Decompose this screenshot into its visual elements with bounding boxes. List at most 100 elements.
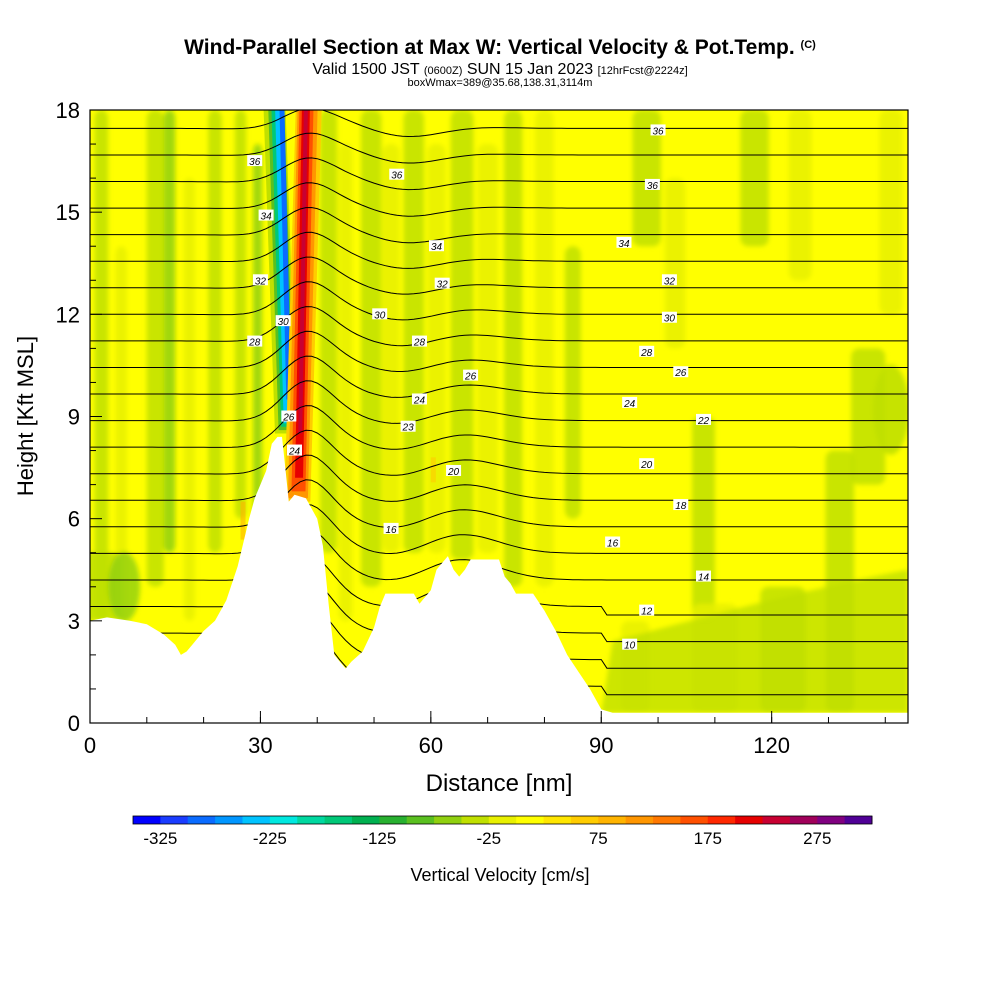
contour-label-bg [650, 124, 666, 136]
colorbar-swatch [324, 816, 353, 824]
contour-label: 24 [288, 447, 301, 458]
y-tick-label: 0 [68, 711, 80, 736]
contour-label-bg [639, 458, 655, 470]
colorbar-swatch [406, 816, 435, 824]
y-tick-label: 15 [56, 200, 80, 225]
contour-label-bg [400, 420, 416, 432]
contour-label-bg [622, 396, 638, 408]
contour-label-bg [661, 274, 677, 286]
contour-label: 16 [386, 525, 398, 536]
contour-label: 12 [641, 607, 653, 618]
theta-contour [90, 306, 908, 347]
terrain-mask [90, 436, 908, 723]
theta-contour [90, 157, 908, 191]
contour-label: 20 [447, 467, 460, 478]
theta-contour [90, 429, 908, 476]
theta-contour [90, 380, 908, 424]
colorbar-swatch [516, 816, 545, 824]
colorbar-swatch [160, 816, 189, 824]
downdraft-band [320, 110, 338, 553]
colorbar-tick-label: -325 [143, 829, 177, 848]
downdraft-band [504, 110, 523, 587]
contour-label-bg [281, 410, 297, 422]
updraft-core [298, 110, 308, 434]
contour-label: 36 [652, 126, 664, 137]
updraft-speck [240, 501, 246, 540]
theta-contour [90, 231, 908, 269]
contour-label-bg [616, 236, 632, 248]
contour-label: 28 [640, 348, 653, 359]
colorbar-swatch [461, 816, 490, 824]
downdraft-band [208, 110, 222, 553]
contour-label-bg [661, 311, 677, 323]
y-tick-label: 6 [68, 507, 80, 532]
contour-label-bg [411, 335, 427, 347]
contour-label-bg [372, 308, 388, 320]
contour-label: 28 [413, 338, 426, 349]
downdraft-band [564, 246, 581, 519]
y-tick-label: 9 [68, 405, 80, 430]
contour-label-bg [434, 277, 450, 289]
colorbar-swatch [789, 816, 818, 824]
downdraft-band [664, 178, 686, 349]
downdraft-band [403, 110, 425, 553]
contour-label: 20 [640, 460, 653, 471]
y-axis-label: Height [Kft MSL] [13, 336, 38, 496]
downdraft-band [427, 144, 446, 553]
contour-label-bg [247, 155, 263, 167]
contour-label-bg [411, 393, 427, 405]
contour-label-bg [275, 315, 291, 327]
x-tick-label: 60 [419, 733, 443, 758]
downdraft-cell [108, 551, 141, 622]
contour-label-bg [696, 413, 711, 425]
colorbar-swatch [598, 816, 627, 824]
contour-label: 32 [255, 276, 267, 287]
x-tick-label: 30 [248, 733, 272, 758]
contour-label-bg [673, 499, 689, 511]
colorbar-tick-label: 175 [694, 829, 722, 848]
downdraft-band [94, 110, 109, 621]
valid-utc: (0600Z) [423, 65, 463, 77]
colorbar-swatch [817, 816, 846, 824]
contour-label-bg [673, 366, 689, 378]
colorbar-swatch [269, 816, 298, 824]
contour-label: 34 [431, 242, 443, 253]
x-tick-label: 90 [589, 733, 613, 758]
theta-contour [90, 355, 908, 398]
terrain [90, 436, 908, 723]
colorbar-tick-label: -25 [477, 829, 502, 848]
colorbar-tick-label: 75 [589, 829, 608, 848]
colorbar-swatch [625, 816, 654, 824]
x-axis-label: Distance [nm] [426, 770, 573, 797]
colorbar-swatch [844, 816, 873, 824]
colorbar-swatch [653, 816, 681, 824]
downdraft-band [740, 110, 769, 247]
theta-contour [90, 405, 908, 450]
colorbar-swatch [242, 816, 271, 824]
theta-contour [90, 454, 908, 502]
downdraft-cell [872, 364, 908, 455]
downdraft-band [382, 144, 400, 553]
contour-label: 34 [261, 212, 273, 223]
colorbar-label: Vertical Velocity [cm/s] [410, 865, 589, 885]
x-tick-label: 120 [753, 733, 790, 758]
contour-label: 23 [402, 423, 415, 434]
contour-label: 30 [374, 310, 386, 321]
downdraft-band [183, 178, 196, 621]
downdraft-band [450, 110, 474, 560]
colorbar-tick-label: -125 [362, 829, 396, 848]
contour-label: 26 [674, 368, 687, 379]
colorbar-swatch [434, 816, 462, 824]
colorbar-swatch [762, 816, 791, 824]
contour-label: 18 [675, 501, 687, 512]
boxwmax-line: boxWmax=389@35.68,138.31,3114m [407, 77, 593, 89]
colorbar-frame [132, 815, 873, 825]
downdraft-band [788, 110, 812, 281]
theta-contour [90, 182, 908, 217]
contour-label-bg [463, 369, 479, 381]
theta-contour [90, 504, 908, 555]
contour-label-bg [644, 178, 660, 190]
contour-label-bg [429, 240, 445, 252]
contour-label: 26 [464, 372, 477, 383]
